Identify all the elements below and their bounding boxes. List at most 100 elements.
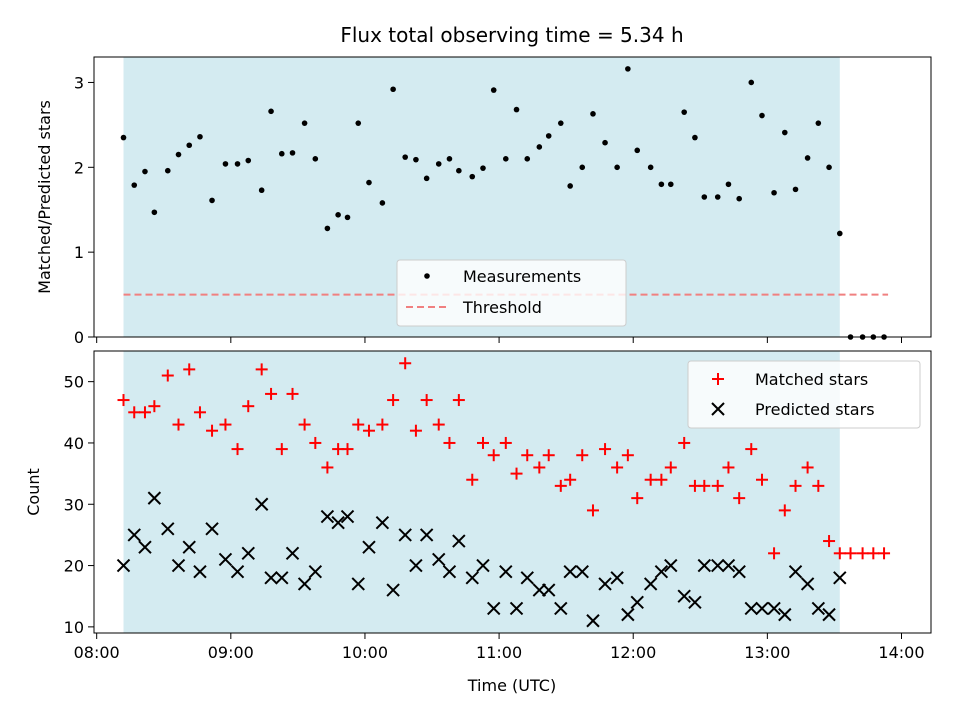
predicted-star-point <box>586 614 600 628</box>
measurement-point <box>446 156 453 162</box>
measurement-point <box>131 182 138 188</box>
top-y-tick-label: 0 <box>74 328 84 347</box>
measurement-point <box>390 86 396 93</box>
predicted-star-point <box>171 558 186 573</box>
matched-star-point <box>801 461 814 474</box>
predicted-star-point <box>664 558 678 573</box>
measurement-point <box>714 194 721 200</box>
x-tick-label: 12:00 <box>610 643 656 662</box>
measurement-point <box>625 66 631 72</box>
predicted-star-point <box>398 528 412 542</box>
legend-threshold-label: Threshold <box>462 298 542 317</box>
predicted-star-point <box>340 509 355 524</box>
matched-star-point <box>387 394 400 407</box>
measurement-point <box>748 79 755 86</box>
matched-star-point <box>812 479 825 492</box>
top-y-axis-label: Matched/Predicted stars <box>35 100 54 294</box>
measurement-point <box>536 144 543 150</box>
bottom-plot-frame <box>93 350 932 634</box>
matched-star-point <box>161 369 174 382</box>
matched-star-point <box>487 449 500 462</box>
measurement-point <box>792 186 799 193</box>
measurement-point <box>736 195 742 202</box>
matched-star-point <box>554 479 567 492</box>
predicted-star-point <box>711 558 725 573</box>
predicted-star-point <box>116 558 131 573</box>
measurement-point <box>490 87 497 93</box>
predicted-star-point <box>127 528 141 542</box>
x-tick-label: 10:00 <box>342 643 388 662</box>
predicted-star-point <box>598 577 612 591</box>
predicted-star-point <box>811 601 826 616</box>
measurement-point <box>355 120 362 126</box>
x-tick-label: 14:00 <box>878 643 924 662</box>
matched-star-point <box>309 436 322 449</box>
top-y-ticks: 0 1 2 3 <box>74 73 94 347</box>
matched-star-point <box>193 406 206 419</box>
measurement-point <box>312 156 319 162</box>
legend-predicted-marker <box>711 402 725 416</box>
measurement-point <box>781 129 788 136</box>
predicted-star-point <box>610 571 624 585</box>
matched-star-point <box>172 418 185 431</box>
top-x-ticks <box>96 337 902 343</box>
matched-star-point <box>867 547 880 560</box>
matched-star-point <box>778 504 791 517</box>
measurement-point <box>513 106 520 113</box>
predicted-star-point <box>542 583 556 597</box>
matched-star-point <box>443 436 456 449</box>
predicted-star-point <box>308 564 323 579</box>
matched-star-point <box>611 461 624 474</box>
top-y-tick-label: 2 <box>74 158 84 177</box>
predicted-star-points <box>116 491 847 628</box>
matched-star-point <box>664 461 677 474</box>
predicted-star-point <box>643 577 658 591</box>
matched-star-point <box>255 363 268 376</box>
matched-star-point <box>576 449 589 462</box>
measurement-point <box>701 194 708 200</box>
predicted-star-point <box>230 564 245 579</box>
matched-star-point <box>655 473 668 486</box>
measurement-point <box>804 155 811 161</box>
predicted-star-point <box>205 522 219 536</box>
predicted-star-point <box>677 589 691 603</box>
predicted-star-point <box>147 491 162 505</box>
measurement-point <box>759 112 765 119</box>
predicted-star-point <box>788 564 803 579</box>
measurement-point <box>164 167 171 174</box>
predicted-star-point <box>409 558 423 573</box>
matched-star-point <box>376 418 389 431</box>
measurement-point <box>344 214 351 221</box>
top-panel: 0 1 2 3 Matched/Predicted stars Measurement… <box>35 56 932 347</box>
predicted-star-point <box>138 540 152 554</box>
measurement-point <box>209 197 215 204</box>
top-y-tick-label: 3 <box>74 73 84 92</box>
predicted-star-point <box>767 601 781 616</box>
measurement-point <box>567 183 573 189</box>
bottom-y-axis-label: Count <box>24 468 43 516</box>
predicted-star-point <box>218 552 233 567</box>
matched-star-point <box>586 504 599 517</box>
matched-star-point <box>722 461 735 474</box>
matched-star-point <box>452 394 465 407</box>
measurement-point <box>278 150 285 157</box>
matched-star-point <box>533 461 546 474</box>
measurement-point <box>268 108 274 115</box>
predicted-star-point <box>822 607 836 622</box>
measurement-point <box>142 168 148 175</box>
matched-star-point <box>128 406 141 419</box>
predicted-star-point <box>452 534 466 548</box>
matched-star-point <box>231 443 244 456</box>
predicted-star-point <box>800 577 815 591</box>
measurement-point <box>245 157 252 164</box>
x-tick-label: 11:00 <box>476 643 522 662</box>
predicted-star-point <box>432 552 446 567</box>
matched-star-points <box>117 357 891 560</box>
matched-star-point <box>631 492 644 505</box>
measurement-point <box>197 133 203 140</box>
predicted-star-point <box>375 515 390 530</box>
matched-star-point <box>510 467 523 480</box>
matched-star-point <box>542 449 555 462</box>
measurement-point <box>435 161 442 167</box>
predicted-star-point <box>264 571 278 585</box>
